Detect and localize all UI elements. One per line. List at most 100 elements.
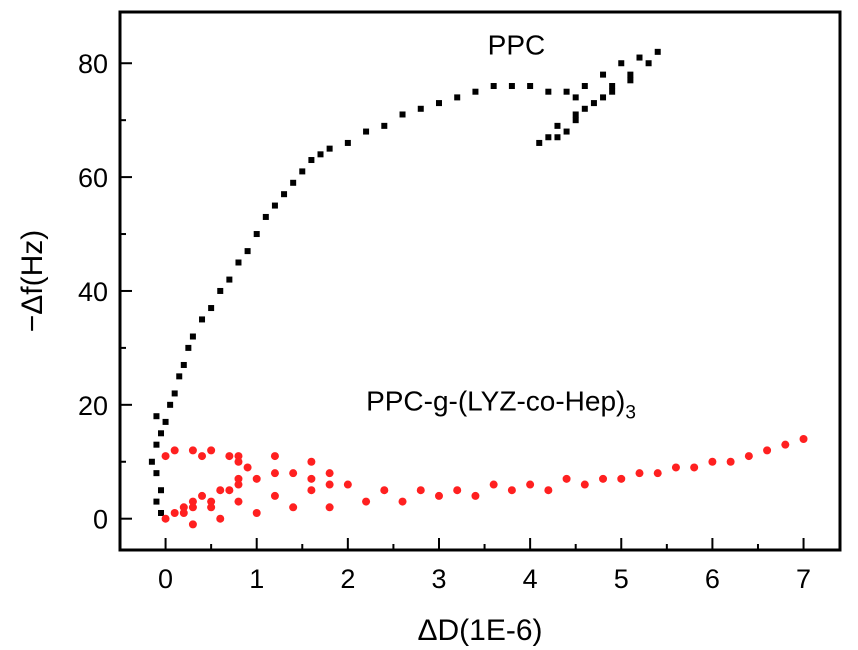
data-point-ppc-g-lyz-co-hep [526,480,535,489]
annotation-ppc-g-subscript: 3 [625,403,636,424]
data-point-ppc-g-lyz-co-hep [161,514,170,523]
data-point-ppc-g-lyz-co-hep [234,457,243,466]
data-point-ppc [563,128,570,135]
data-point-ppc-g-lyz-co-hep [562,474,571,483]
data-point-ppc-g-lyz-co-hep [635,469,644,478]
x-tick-label: 6 [705,564,720,594]
y-tick-label: 0 [93,505,108,535]
annotation-ppc-g-main: PPC-g-(LYZ-co-Hep) [366,386,625,417]
data-point-ppc-g-lyz-co-hep [170,446,179,455]
plot-area [118,10,842,552]
y-axis-title: −Δf(Hz) [16,230,49,333]
data-point-ppc-g-lyz-co-hep [188,497,197,506]
data-point-ppc-g-lyz-co-hep [799,434,808,443]
data-point-ppc [435,100,442,107]
data-point-ppc-g-lyz-co-hep [617,474,626,483]
data-point-ppc-g-lyz-co-hep [489,480,498,489]
data-point-ppc-g-lyz-co-hep [781,440,790,449]
data-point-ppc-g-lyz-co-hep [453,486,462,495]
data-point-ppc [645,60,652,67]
data-point-ppc-g-lyz-co-hep [179,503,188,512]
data-point-ppc [153,413,160,420]
data-point-ppc [572,94,579,101]
data-point-ppc [167,401,174,408]
data-point-ppc-g-lyz-co-hep [234,497,243,506]
data-point-ppc [536,139,543,146]
data-point-ppc [217,287,224,294]
annotation-ppc-g-lyz-co-hep: PPC-g-(LYZ-co-Hep)3 [366,386,636,424]
data-point-ppc [654,48,661,55]
data-point-ppc [208,305,215,312]
data-point-ppc [572,111,579,118]
data-point-ppc-g-lyz-co-hep [234,474,243,483]
data-point-ppc [554,134,561,141]
data-point-ppc-g-lyz-co-hep [225,486,234,495]
y-axis: 0 20 40 60 80 [78,49,132,535]
data-point-ppc [171,390,178,397]
data-point-ppc-g-lyz-co-hep [270,469,279,478]
data-point-ppc-g-lyz-co-hep [270,491,279,500]
data-point-ppc [627,77,634,84]
data-point-ppc [158,430,165,437]
data-point-ppc [490,83,497,90]
plot-frame [118,10,842,552]
data-point-ppc [317,151,324,158]
annotation-ppc: PPC [488,30,546,61]
data-point-ppc-g-lyz-co-hep [243,463,252,472]
y-tick-label: 80 [78,49,108,79]
data-point-ppc [153,498,160,505]
data-point-ppc-g-lyz-co-hep [234,480,243,489]
data-point-ppc-g-lyz-co-hep [580,480,589,489]
data-point-ppc [153,441,160,448]
data-point-ppc-g-lyz-co-hep [252,474,261,483]
data-point-ppc-g-lyz-co-hep [170,508,179,517]
series-ppc [148,48,661,516]
data-point-ppc-g-lyz-co-hep [599,474,608,483]
y-tick-label: 20 [78,391,108,421]
x-tick-label: 4 [523,564,538,594]
data-point-ppc-g-lyz-co-hep [216,514,225,523]
data-point-ppc [381,122,388,129]
data-point-ppc [326,145,333,152]
data-point-ppc [226,276,233,283]
series-ppc-g-lyz-co-hep [161,434,808,529]
data-point-ppc-g-lyz-co-hep [225,452,234,461]
data-point-ppc-g-lyz-co-hep [161,452,170,461]
data-point-ppc [581,83,588,90]
data-point-ppc [508,83,515,90]
data-point-ppc [618,60,625,67]
data-point-ppc-g-lyz-co-hep [380,486,389,495]
data-point-ppc-g-lyz-co-hep [188,520,197,529]
data-point-ppc-g-lyz-co-hep [307,486,316,495]
data-point-ppc [158,509,165,516]
data-point-ppc [344,139,351,146]
data-point-ppc [199,316,206,323]
data-point-ppc-g-lyz-co-hep [507,486,516,495]
data-point-ppc-g-lyz-co-hep [471,491,480,500]
data-point-ppc [600,94,607,101]
data-point-ppc-g-lyz-co-hep [763,446,772,455]
data-point-ppc [627,71,634,78]
data-point-ppc-g-lyz-co-hep [289,469,298,478]
data-point-ppc-g-lyz-co-hep [653,469,662,478]
data-point-ppc-g-lyz-co-hep [398,497,407,506]
data-point-ppc [545,134,552,141]
data-point-ppc-g-lyz-co-hep [207,446,216,455]
data-point-ppc-g-lyz-co-hep [434,491,443,500]
x-tick-label: 7 [796,564,811,594]
data-point-ppc [253,231,260,238]
data-point-ppc [189,333,196,340]
data-point-ppc [363,128,370,135]
data-point-ppc-g-lyz-co-hep [708,457,717,466]
data-point-ppc-g-lyz-co-hep [179,508,188,517]
x-axis: 0 1 2 3 4 5 6 7 [158,538,811,594]
data-point-ppc-g-lyz-co-hep [188,503,197,512]
data-point-ppc [162,418,169,425]
data-point-ppc-g-lyz-co-hep [325,503,334,512]
data-point-ppc-g-lyz-co-hep [207,497,216,506]
data-point-ppc-g-lyz-co-hep [416,486,425,495]
x-tick-label: 2 [340,564,355,594]
data-point-ppc-g-lyz-co-hep [216,486,225,495]
data-point-ppc [609,83,616,90]
